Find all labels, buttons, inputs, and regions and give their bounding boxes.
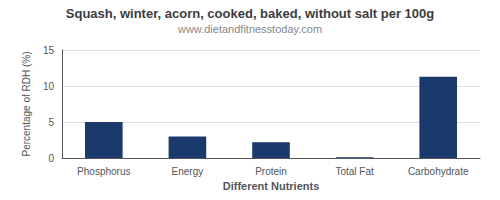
svg-text:Energy: Energy — [172, 166, 204, 177]
svg-text:Squash, winter, acorn, cooked,: Squash, winter, acorn, cooked, baked, wi… — [66, 6, 434, 21]
svg-text:Phosphorus: Phosphorus — [77, 166, 130, 177]
svg-text:Total Fat: Total Fat — [335, 166, 374, 177]
svg-text:15: 15 — [43, 45, 55, 56]
svg-text:0: 0 — [48, 153, 54, 164]
svg-text:Carbohydrate: Carbohydrate — [408, 166, 469, 177]
svg-text:5: 5 — [48, 117, 54, 128]
svg-text:Protein: Protein — [255, 166, 287, 177]
svg-text:Percentage of RDH (%): Percentage of RDH (%) — [21, 51, 32, 156]
svg-text:10: 10 — [43, 81, 55, 92]
svg-text:Different Nutrients: Different Nutrients — [223, 180, 320, 192]
svg-text:www.dietandfitnesstoday.com: www.dietandfitnesstoday.com — [177, 23, 322, 35]
